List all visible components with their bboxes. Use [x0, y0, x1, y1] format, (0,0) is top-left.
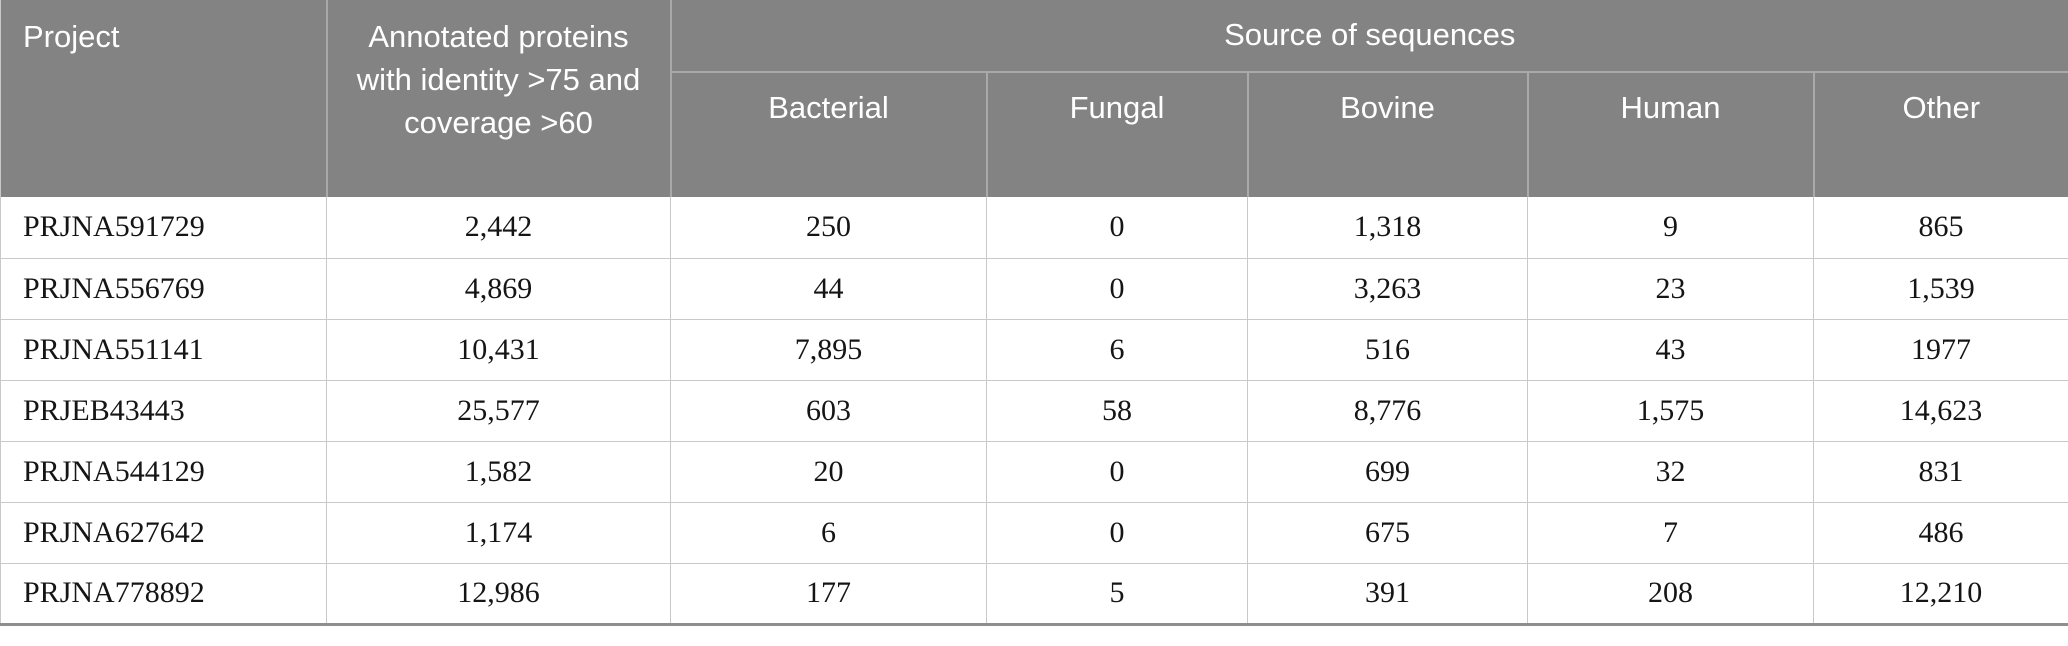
annotated-cell: 1,582	[326, 440, 671, 502]
column-header-annotated-proteins: Annotated proteins with identity >75 and…	[325, 0, 671, 197]
header-row-sub: Bacterial Fungal Bovine Human Other	[1, 71, 2068, 197]
sequence-source-table: Project Annotated proteins with identity…	[0, 0, 2068, 626]
fungal-cell: 5	[986, 562, 1248, 624]
annotated-cell: 10,431	[326, 318, 671, 380]
fungal-cell: 0	[986, 197, 1248, 258]
human-cell: 1,575	[1527, 379, 1814, 441]
column-header-bovine: Bovine	[1246, 71, 1528, 197]
column-header-fungal: Fungal	[985, 71, 1248, 197]
bacterial-cell: 7,895	[670, 318, 987, 380]
table-header: Project Annotated proteins with identity…	[0, 0, 2068, 197]
annotated-cell: 2,442	[326, 197, 671, 258]
project-cell: PRJNA551141	[0, 318, 327, 380]
human-cell: 208	[1527, 562, 1814, 624]
project-cell: PRJNA556769	[0, 257, 327, 319]
other-cell: 865	[1812, 197, 2068, 258]
table-row: PRJNA778892 12,986 177 5 391 208 12,210	[0, 562, 2068, 624]
human-cell: 7	[1527, 501, 1814, 563]
bovine-cell: 675	[1247, 501, 1528, 563]
project-cell: PRJEB43443	[0, 379, 327, 441]
header-row-group: Project Annotated proteins with identity…	[0, 0, 2068, 197]
other-cell: 14,623	[1812, 379, 2068, 441]
column-header-other: Other	[1812, 71, 2068, 197]
other-cell: 831	[1812, 440, 2068, 502]
annotated-cell: 25,577	[326, 379, 671, 441]
column-group-header-source-of-sequences: Source of sequences	[669, 0, 2068, 72]
human-cell: 23	[1527, 257, 1814, 319]
project-cell: PRJNA778892	[0, 562, 327, 624]
annotated-cell: 12,986	[326, 562, 671, 624]
bacterial-cell: 250	[670, 197, 987, 258]
bacterial-cell: 603	[670, 379, 987, 441]
human-cell: 32	[1527, 440, 1814, 502]
bovine-cell: 391	[1247, 562, 1528, 624]
bovine-cell: 1,318	[1247, 197, 1528, 258]
project-cell: PRJNA544129	[0, 440, 327, 502]
bovine-cell: 8,776	[1247, 379, 1528, 441]
table-row: PRJEB43443 25,577 603 58 8,776 1,575 14,…	[0, 379, 2068, 441]
human-cell: 9	[1527, 197, 1814, 258]
table-row: PRJNA627642 1,174 6 0 675 7 486	[0, 501, 2068, 563]
annotated-cell: 4,869	[326, 257, 671, 319]
fungal-cell: 6	[986, 318, 1248, 380]
table-row: PRJNA544129 1,582 20 0 699 32 831	[0, 440, 2068, 502]
table-row: PRJNA551141 10,431 7,895 6 516 43 1977	[0, 318, 2068, 380]
fungal-cell: 0	[986, 440, 1248, 502]
column-header-human: Human	[1526, 71, 1814, 197]
other-cell: 12,210	[1812, 562, 2068, 624]
other-cell: 1977	[1812, 318, 2068, 380]
bovine-cell: 516	[1247, 318, 1528, 380]
fungal-cell: 0	[986, 501, 1248, 563]
fungal-cell: 58	[986, 379, 1248, 441]
bacterial-cell: 177	[670, 562, 987, 624]
other-cell: 486	[1812, 501, 2068, 563]
bovine-cell: 699	[1247, 440, 1528, 502]
human-cell: 43	[1527, 318, 1814, 380]
column-header-project: Project	[0, 0, 327, 197]
fungal-cell: 0	[986, 257, 1248, 319]
other-cell: 1,539	[1812, 257, 2068, 319]
bacterial-cell: 6	[670, 501, 987, 563]
bovine-cell: 3,263	[1247, 257, 1528, 319]
project-cell: PRJNA591729	[0, 197, 327, 258]
bacterial-cell: 44	[670, 257, 987, 319]
project-cell: PRJNA627642	[0, 501, 327, 563]
table-row: PRJNA556769 4,869 44 0 3,263 23 1,539	[0, 257, 2068, 319]
column-header-bacterial: Bacterial	[669, 71, 987, 197]
bacterial-cell: 20	[670, 440, 987, 502]
table-row: PRJNA591729 2,442 250 0 1,318 9 865	[0, 197, 2068, 258]
annotated-cell: 1,174	[326, 501, 671, 563]
table-body: PRJNA591729 2,442 250 0 1,318 9 865 PRJN…	[0, 197, 2068, 624]
